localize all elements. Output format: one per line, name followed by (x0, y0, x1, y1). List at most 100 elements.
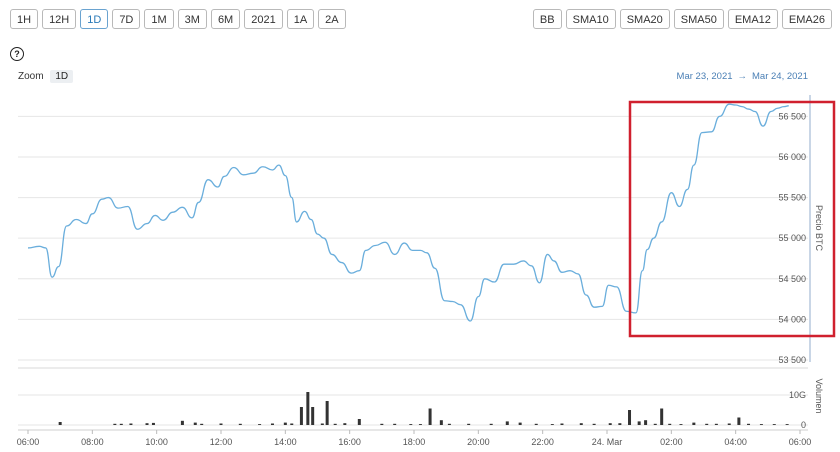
y-axis-title: Precio BTC (814, 205, 824, 252)
volume-bar (238, 423, 242, 425)
volume-bar (679, 424, 683, 425)
volume-bar (628, 410, 632, 425)
y-tick-label: 55 000 (778, 233, 806, 243)
volume-bar (759, 424, 763, 425)
x-tick-label: 22:00 (531, 437, 554, 447)
timeframe-button-3m[interactable]: 3M (177, 9, 207, 29)
volume-bar (592, 423, 596, 425)
x-tick-label: 24. Mar (592, 437, 623, 447)
indicator-toolbar: BB SMA10 SMA20 SMA50 EMA12 EMA26 (532, 9, 832, 29)
indicator-button-sma10[interactable]: SMA10 (565, 9, 616, 29)
volume-bar (579, 423, 583, 425)
volume-bar (618, 423, 622, 425)
volume-bar (653, 423, 657, 425)
volume-bar (193, 422, 197, 425)
x-tick-label: 06:00 (789, 437, 812, 447)
volume-bar (380, 423, 384, 425)
volume-bar (550, 424, 554, 425)
help-icon[interactable]: ? (10, 47, 24, 61)
timeframe-button-2a[interactable]: 2A (318, 9, 346, 29)
volume-bar (439, 420, 443, 425)
x-tick-label: 18:00 (403, 437, 426, 447)
volume-bar (489, 423, 493, 425)
timeframe-button-12h[interactable]: 12H (42, 9, 77, 29)
volume-bar (311, 407, 315, 425)
x-tick-label: 12:00 (210, 437, 233, 447)
volume-bar (705, 423, 709, 425)
volume-bar (343, 423, 347, 425)
volume-bar (325, 401, 329, 425)
volume-bar (145, 423, 149, 425)
date-range[interactable]: Mar 23, 2021 → Mar 24, 2021 (677, 71, 808, 82)
volume-bar (180, 420, 184, 425)
timeframe-button-1h[interactable]: 1H (10, 9, 39, 29)
volume-bar (418, 424, 422, 425)
price-line (27, 103, 789, 322)
timeframe-button-1d[interactable]: 1D (80, 9, 109, 29)
volume-bar (644, 420, 648, 425)
volume-bar (505, 421, 509, 425)
volume-bar (151, 422, 155, 425)
volume-bar (270, 423, 274, 425)
volume-bar (306, 392, 310, 425)
volume-bar (668, 423, 672, 425)
x-axis-ticks: 06:00 08:00 10:00 12:00 14:00 16:00 18:00 20:00… (17, 430, 812, 447)
volume-bar (290, 423, 294, 425)
zoom-1d-button[interactable]: 1D (50, 70, 74, 83)
range-from[interactable]: Mar 23, 2021 (676, 71, 733, 82)
range-arrow-icon: → (737, 71, 748, 82)
x-tick-label: 02:00 (660, 437, 683, 447)
y-axis-ticks: 53 500 54 000 54 500 55 000 55 500 56 000 56 5… (778, 111, 806, 365)
timeframe-button-6m[interactable]: 6M (210, 9, 241, 29)
volume-bar (129, 423, 133, 425)
volume-bar (637, 421, 641, 425)
volume-bar (357, 419, 361, 425)
indicator-button-ema26[interactable]: EMA26 (781, 9, 832, 29)
volume-bar (393, 423, 397, 425)
x-tick-label: 20:00 (467, 437, 490, 447)
x-tick-label: 08:00 (81, 437, 104, 447)
timeframe-button-1a[interactable]: 1A (286, 9, 315, 29)
volume-bar (747, 423, 751, 425)
volume-bar (283, 422, 287, 425)
volume-bar (333, 423, 337, 425)
volume-bar (608, 423, 612, 425)
timeframe-toolbar: 1H 12H 1D 7D 1M 3M 6M 2021 1A 2A (10, 9, 346, 29)
volume-bar (320, 423, 324, 425)
indicator-button-sma20[interactable]: SMA20 (619, 9, 670, 29)
volume-bar (660, 408, 664, 425)
y-tick-label: 56 500 (778, 111, 806, 121)
volume-bar (58, 422, 62, 425)
indicator-button-bb[interactable]: BB (532, 9, 562, 29)
volume-bar (727, 423, 731, 425)
timeframe-button-7d[interactable]: 7D (112, 9, 141, 29)
volume-bar (409, 424, 413, 425)
volume-bar (692, 422, 696, 425)
volume-bar (560, 423, 564, 425)
zoom-control: Zoom 1D (18, 70, 74, 83)
volume-bar (534, 423, 538, 425)
y-tick-label: 54 500 (778, 274, 806, 284)
volume-axis-title: Volumen (814, 378, 824, 413)
y-tick-label: 56 000 (778, 152, 806, 162)
volume-bar (299, 407, 303, 425)
volume-tick-label: 0 (801, 420, 806, 430)
volume-bars (58, 392, 789, 425)
x-tick-label: 10:00 (145, 437, 168, 447)
volume-bar (467, 423, 471, 425)
y-tick-label: 55 500 (778, 193, 806, 203)
timeframe-button-2021[interactable]: 2021 (244, 9, 283, 29)
zoom-label: Zoom (18, 71, 44, 82)
range-to[interactable]: Mar 24, 2021 (752, 71, 808, 82)
indicator-button-sma50[interactable]: SMA50 (673, 9, 724, 29)
volume-bar (119, 423, 123, 425)
volume-bar (785, 424, 789, 425)
x-tick-label: 16:00 (338, 437, 361, 447)
timeframe-button-1m[interactable]: 1M (144, 9, 174, 29)
volume-bar (113, 423, 117, 425)
grid-lines (18, 115, 808, 431)
indicator-button-ema12[interactable]: EMA12 (727, 9, 778, 29)
volume-bar (219, 423, 223, 425)
y-tick-label: 53 500 (778, 355, 806, 365)
volume-bar (428, 408, 432, 425)
